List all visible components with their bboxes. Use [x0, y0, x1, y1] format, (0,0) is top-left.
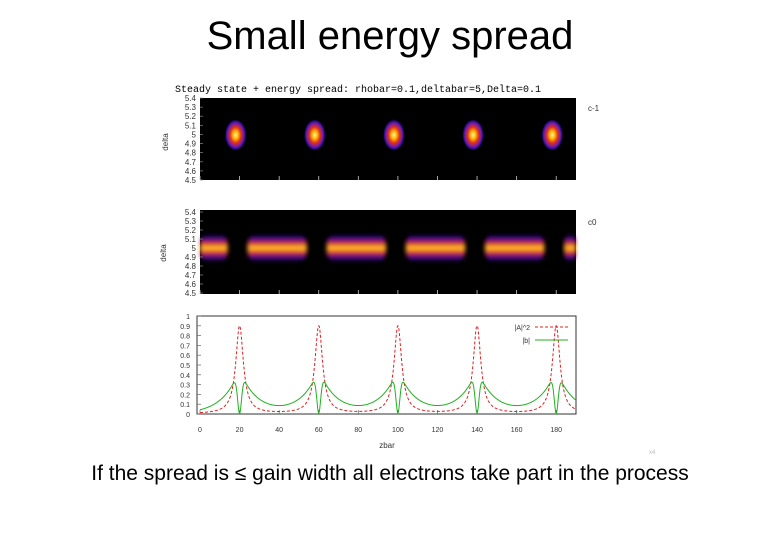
middle-panel-bar [405, 234, 466, 262]
top-panel-ylabel: delta [161, 133, 170, 151]
line-chart-xtick-label: 100 [392, 427, 404, 434]
middle-panel-bar [326, 234, 387, 262]
top-panel-ytick-label: 4.6 [185, 167, 197, 176]
figure-title: Steady state + energy spread: rhobar=0.1… [175, 84, 541, 96]
top-panel-ytick-label: 4.5 [185, 176, 197, 185]
line-chart-ytick-label: 1 [186, 314, 190, 321]
line-chart-ytick-label: 0.2 [180, 392, 190, 399]
line-chart-xtick-label: 80 [354, 427, 362, 434]
top-panel-ytick-label: 5 [192, 130, 197, 139]
line-chart-xtick-label: 160 [511, 427, 523, 434]
line-chart-frame [196, 315, 577, 415]
line-chart: 0 0.1 0.2 0.3 0.4 0.5 0.6 0.7 0.8 0.9 1 0 20 40 60 80 1… [180, 314, 577, 450]
top-panel-spot [303, 119, 326, 151]
top-panel-ytick-label: 5.4 [185, 94, 197, 103]
middle-panel-ytick-label: 5 [192, 244, 197, 253]
top-panel-ytick-label: 5.3 [185, 103, 197, 112]
top-panel-ytick-label: 4.8 [185, 149, 197, 158]
line-chart-ytick-label: 0.5 [180, 363, 190, 370]
middle-panel-bar [200, 234, 228, 262]
middle-panel-yticks: 5.45.35.25.154.94.84.74.64.5 [185, 208, 203, 298]
middle-panel-ytick-label: 5.4 [185, 208, 197, 217]
middle-panel-label: c0 [588, 218, 597, 227]
top-panel-label: c-1 [588, 104, 600, 113]
line-chart-legend: |A|^2 |b| [515, 325, 568, 345]
middle-panel-ytick-label: 4.5 [185, 289, 197, 298]
middle-panel-bar [247, 234, 307, 262]
middle-panel-ytick-label: 5.3 [185, 217, 197, 226]
corner-mark: x4 [649, 450, 656, 456]
series-line-b [199, 381, 577, 415]
line-chart-xlabel: zbar [379, 441, 395, 450]
line-chart-ytick-label: 0.4 [180, 373, 190, 380]
line-chart-xtick-label: 140 [471, 427, 483, 434]
series-line-a-squared [199, 325, 577, 414]
line-chart-ytick-label: 0.9 [180, 324, 190, 331]
line-chart-ytick-label: 0.6 [180, 353, 190, 360]
line-chart-ytick-label: 0.7 [180, 343, 190, 350]
top-panel-spot [462, 119, 485, 151]
line-chart-ytick-label: 0.1 [180, 402, 190, 409]
line-chart-xtick-label: 180 [550, 427, 562, 434]
top-panel-ytick-label: 5.1 [185, 121, 197, 130]
top-panel-spot [541, 119, 564, 151]
line-chart-ytick-label: 0.8 [180, 334, 190, 341]
top-panel-yticks: 5.45.35.25.154.94.84.74.64.5 [185, 94, 203, 185]
middle-panel-bar [484, 234, 545, 262]
top-panel-xticks [199, 176, 557, 180]
line-chart-xtick-label: 40 [275, 427, 283, 434]
line-chart-ytick-label: 0.3 [180, 383, 190, 390]
line-chart-xtick-label: 0 [198, 427, 202, 434]
legend-label: |A|^2 [515, 325, 531, 332]
line-chart-xtick-label: 60 [315, 427, 323, 434]
top-panel-ytick-label: 4.9 [185, 140, 197, 149]
middle-panel-xticks [199, 290, 557, 294]
middle-panel-bars [200, 234, 576, 262]
slide-caption: If the spread is ≤ gain width all electr… [91, 462, 689, 485]
middle-panel-ytick-label: 5.1 [185, 235, 197, 244]
middle-panel: 5.45.35.25.154.94.84.74.64.5 delta c0 [159, 208, 597, 298]
line-chart-xtick-label: 20 [236, 427, 244, 434]
line-chart-xtick-label: 120 [432, 427, 444, 434]
top-panel: 5.45.35.25.154.94.84.74.64.5 delta c-1 [161, 94, 600, 185]
middle-panel-bar [564, 234, 576, 262]
middle-panel-ytick-label: 5.2 [185, 226, 197, 235]
line-chart-ytick-label: 0 [186, 412, 190, 419]
middle-panel-ytick-label: 4.7 [185, 271, 197, 280]
middle-panel-ytick-label: 4.9 [185, 253, 197, 262]
top-panel-spot [382, 119, 405, 151]
line-chart-yticks: 0 0.1 0.2 0.3 0.4 0.5 0.6 0.7 0.8 0.9 1 [180, 314, 201, 419]
line-chart-series [199, 325, 577, 415]
middle-panel-ytick-label: 4.8 [185, 262, 197, 271]
legend-label: |b| [522, 338, 530, 345]
top-panel-ytick-label: 4.7 [185, 158, 197, 167]
top-panel-ytick-label: 5.2 [185, 112, 197, 121]
top-panel-spots [224, 119, 564, 151]
top-panel-spot [224, 119, 247, 151]
slide-title: Small energy spread [206, 14, 574, 58]
middle-panel-ytick-label: 4.6 [185, 280, 197, 289]
middle-panel-ylabel: delta [159, 244, 168, 262]
